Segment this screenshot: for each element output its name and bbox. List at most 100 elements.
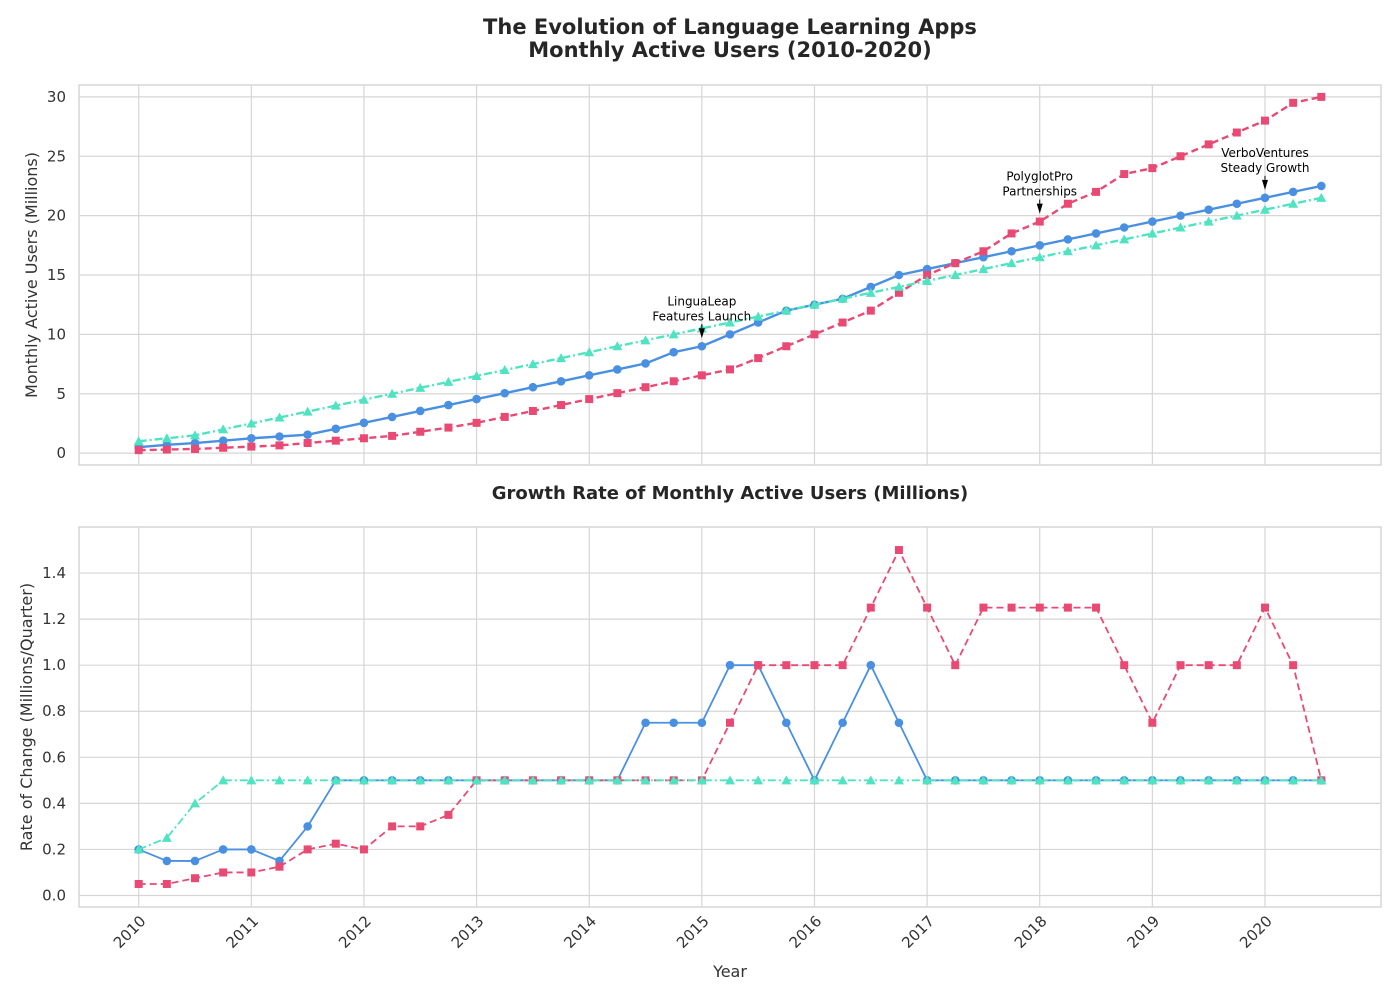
top-series-2-point [274, 412, 285, 422]
x-tick-label: 2015 [673, 912, 713, 952]
top-series-1-point [472, 418, 481, 427]
top-series-1-point [528, 406, 537, 415]
top-series-1-point [219, 443, 228, 452]
top-series-2-point [415, 382, 426, 392]
bottom-series-1-point [951, 661, 960, 670]
top-y-tick-label: 20 [47, 207, 66, 225]
top-series-1-point [1317, 92, 1326, 101]
annotation-text-2: Steady Growth [1220, 161, 1309, 175]
top-series-1-point [1176, 152, 1185, 161]
bottom-series-1-point [810, 661, 819, 670]
bottom-series-1-point [1176, 661, 1185, 670]
top-series-2-point [133, 436, 144, 446]
top-series-1-point [162, 445, 171, 454]
bottom-series-2-point [837, 775, 848, 785]
top-series-2-point [865, 287, 876, 297]
top-series-2-point [640, 335, 651, 345]
top-series-1-point [979, 247, 988, 256]
top-series-1-point [1007, 229, 1016, 238]
top-series-0-point [472, 394, 481, 404]
top-series-0-point [359, 418, 369, 428]
bottom-y-tick-label: 1.4 [42, 564, 66, 582]
x-tick-label: 2011 [222, 912, 262, 952]
bottom-series-1-point [1007, 603, 1016, 612]
top-series-2-point [950, 270, 961, 279]
top-series-2-point [358, 394, 369, 404]
chart-title-line2: Monthly Active Users (2010-2020) [528, 38, 931, 62]
top-series-0-point [613, 365, 622, 374]
top-series-0-point [387, 412, 397, 422]
top-series-2-point [1062, 246, 1073, 256]
top-series-1-point [557, 401, 566, 410]
annotation-text-0: Features Launch [652, 309, 751, 323]
top-y-tick-label: 5 [56, 385, 66, 403]
top-series-0-point [1091, 229, 1101, 238]
bottom-series-0-point [697, 718, 707, 728]
bottom-series-2-point [1147, 775, 1158, 785]
bottom-series-0-point [866, 660, 876, 670]
x-axis-label: Year [712, 962, 747, 981]
top-series-2-point [246, 418, 257, 428]
bottom-series-2-point [246, 775, 257, 785]
bottom-series-1-point [1120, 661, 1129, 670]
bottom-series-2-point [922, 775, 933, 785]
bottom-series-1-point [162, 879, 171, 888]
bottom-series-1-point [1289, 661, 1298, 670]
top-series-0-point [1232, 199, 1242, 209]
top-series-2-point [218, 424, 229, 434]
top-series-1-point [951, 259, 960, 268]
top-series-1-point [331, 436, 340, 445]
top-series-0-point [303, 430, 312, 440]
bottom-series-1-point [866, 603, 875, 612]
top-y-tick-labels: 0 5 10 15 20 25 30 [47, 88, 66, 462]
bottom-y-tick-label: 1.2 [42, 610, 66, 628]
bottom-chart-title: Growth Rate of Monthly Active Users (Mil… [492, 483, 968, 504]
top-y-tick-label: 25 [47, 147, 66, 165]
annotation-arrow-2 [1261, 179, 1268, 190]
bottom-series-1-point [303, 845, 312, 854]
bottom-series-1-point [416, 822, 425, 831]
top-series-0-point [1035, 241, 1045, 250]
top-series-2-point [809, 299, 820, 309]
bottom-series-1-point [754, 661, 763, 670]
top-series-1-point [134, 446, 143, 455]
top-series-2-point [1175, 222, 1186, 232]
top-y-tick-label: 0 [56, 444, 66, 462]
bottom-series-2-point [640, 775, 651, 785]
top-series-1-point [1120, 170, 1129, 179]
bottom-series-2-point [668, 775, 679, 785]
bottom-series-1-point [275, 862, 284, 871]
bottom-y-tick-label: 0.6 [42, 748, 66, 766]
bottom-series-2-point [161, 832, 172, 842]
top-series-1-point [444, 423, 453, 432]
top-series-0-point [725, 330, 735, 339]
bottom-y-tick-label: 0.4 [42, 794, 66, 812]
bottom-series-2-point [753, 775, 764, 785]
top-series-2-point [1259, 204, 1270, 214]
chart-title-line1: The Evolution of Language Learning Apps [483, 15, 977, 39]
top-series-2-point [1034, 252, 1045, 262]
top-series-2-point [1091, 240, 1102, 250]
top-series-1-point [613, 389, 622, 398]
annotation-arrow-0 [698, 328, 705, 339]
top-series-0-point [1288, 187, 1298, 197]
bottom-series-1-point [1204, 661, 1213, 670]
bottom-plot-frame [78, 526, 1382, 908]
top-series-2-point [837, 293, 848, 303]
top-series-2-point [556, 353, 567, 363]
bottom-series-1-point [331, 839, 340, 848]
top-series-1-point [1289, 98, 1298, 107]
bottom-series-0-point [190, 856, 200, 866]
bottom-series-2-point [556, 775, 567, 785]
top-series-2-point [1288, 198, 1299, 208]
bottom-series-2-point [1091, 775, 1102, 785]
annotation-text-0: LinguaLeap [667, 294, 736, 308]
top-series-0-point [444, 400, 453, 410]
bottom-series-2-point [865, 775, 876, 785]
top-series-2-point [190, 430, 201, 440]
top-series-2-point [1006, 258, 1017, 268]
bottom-series-1-point [1092, 603, 1101, 612]
annotation-text-2: VerboVentures [1221, 146, 1308, 160]
top-series-2-point [1119, 234, 1130, 244]
